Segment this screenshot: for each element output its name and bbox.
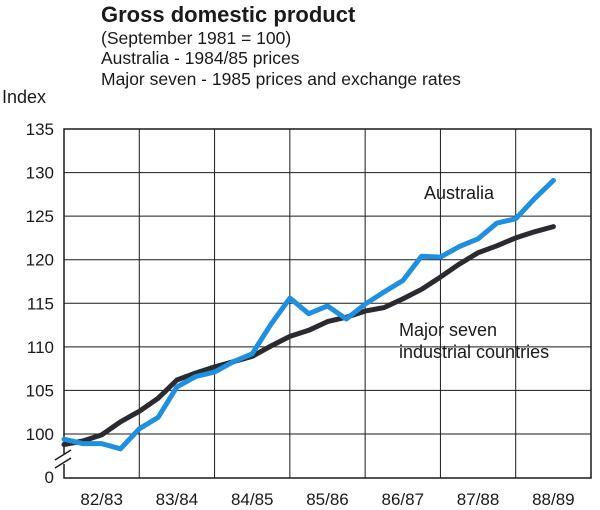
y-tick-label: 125 [26,207,54,226]
axis-layer: 135 130 125 120 115 110 105 100 0 82/83 83/84 84/85… [26,120,575,509]
y-tick-label: 105 [26,381,54,400]
y-tick-label: 110 [27,338,54,357]
y-tick-label: 135 [26,120,54,139]
chart-subtitle-base: (September 1981 = 100) [101,28,292,48]
y-tick-label: 130 [26,164,54,183]
x-tick-label: 82/83 [80,490,123,509]
x-tick-label: 86/87 [382,490,425,509]
y-zero-label: 0 [45,468,54,487]
axis-break-mark [54,449,72,461]
x-tick-label: 85/86 [306,490,349,509]
series-layer [61,177,556,452]
australia-series-label: Australia [424,183,495,203]
axis-break-gap [55,454,73,464]
major-seven-series-line [61,224,556,447]
x-tick-label: 83/84 [156,490,199,509]
y-axis-label: Index [2,87,46,107]
x-tick-label: 87/88 [457,490,500,509]
chart-title: Gross domestic product [101,2,356,27]
australia-series-line [61,177,556,452]
axis-break-mark [54,457,72,469]
plot-frame [63,128,592,479]
x-tick-label: 88/89 [532,490,575,509]
y-tick-label: 100 [26,425,54,444]
major-seven-series-label-line2: industrial countries [399,342,549,362]
x-tick-label: 84/85 [231,490,274,509]
chart-subtitle-major-seven: Major seven - 1985 prices and exchange r… [101,69,461,89]
y-tick-label: 120 [26,251,54,270]
grid-layer [64,128,591,478]
major-seven-series-label: Major seven [399,320,497,340]
y-tick-label: 115 [27,294,54,313]
chart-subtitle-australia: Australia - 1984/85 prices [101,48,300,68]
